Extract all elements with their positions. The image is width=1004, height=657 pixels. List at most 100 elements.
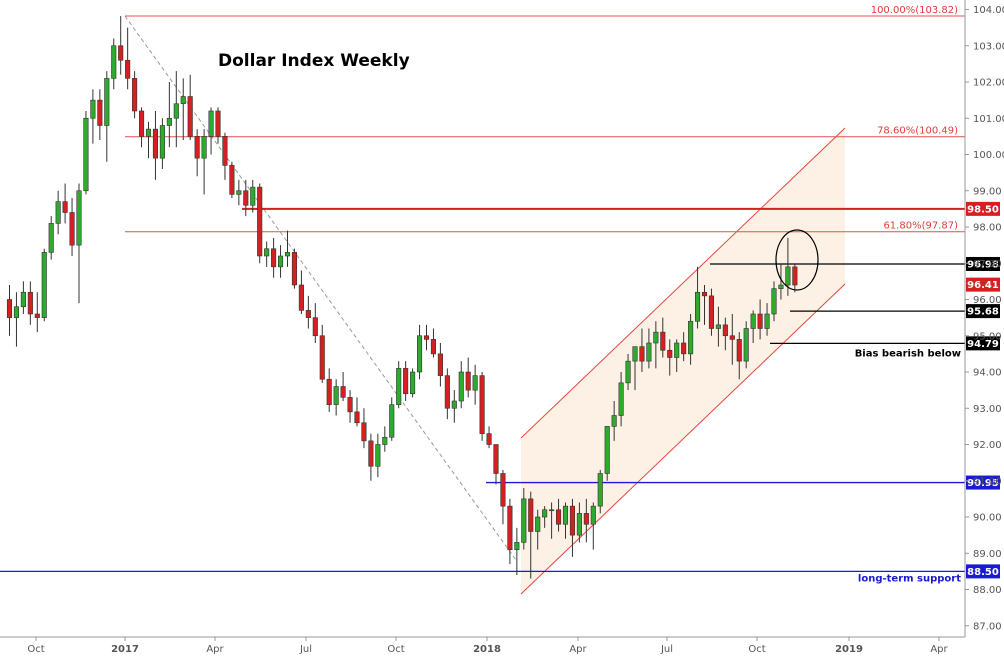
- candle-body: [27, 291, 33, 315]
- candle-body: [159, 125, 165, 159]
- candle-body: [743, 328, 749, 362]
- x-tick-label: Apr: [569, 644, 587, 655]
- x-tick-label: Jul: [660, 644, 673, 655]
- candle: [576, 502, 582, 543]
- candle: [396, 361, 402, 409]
- candle-body: [333, 386, 339, 405]
- candle-body: [653, 331, 659, 344]
- y-tick-label: 102.00: [973, 78, 1004, 89]
- candle-body: [13, 306, 19, 318]
- candle: [180, 78, 186, 140]
- candle: [604, 426, 610, 481]
- candle: [6, 285, 13, 336]
- price-tag-text: 90.95: [967, 478, 999, 489]
- candle-body: [48, 223, 54, 253]
- candle-body: [639, 346, 645, 362]
- candle-body: [632, 346, 638, 362]
- candle: [694, 266, 701, 329]
- candle-body: [771, 288, 777, 315]
- candle: [13, 292, 19, 347]
- candle-body: [576, 513, 582, 536]
- candle: [743, 321, 749, 369]
- candle: [34, 292, 40, 333]
- candle: [277, 245, 284, 278]
- candle: [771, 281, 777, 322]
- candle: [416, 324, 423, 380]
- candle-body: [173, 103, 179, 119]
- candle: [715, 306, 721, 347]
- candle: [76, 183, 82, 304]
- candle: [542, 506, 548, 528]
- candle: [681, 332, 687, 362]
- candle-body: [597, 473, 603, 507]
- candle-body: [41, 252, 47, 318]
- price-tag-box: [966, 277, 1000, 292]
- candle: [562, 502, 569, 539]
- candle-body: [118, 45, 124, 61]
- candle: [222, 132, 228, 180]
- price-tag-text: 96.41: [967, 280, 999, 291]
- candle: [493, 444, 499, 485]
- candle-body: [708, 295, 715, 329]
- candle: [437, 343, 443, 387]
- candle-body: [222, 136, 228, 166]
- candle: [514, 527, 520, 575]
- candle: [118, 16, 124, 75]
- candle-body: [674, 342, 680, 358]
- candle: [229, 161, 235, 198]
- candle: [653, 321, 659, 369]
- candle-body: [271, 248, 277, 268]
- candle-body: [298, 284, 304, 311]
- candle-body: [750, 313, 756, 329]
- y-tick-label: 99.00: [973, 186, 1002, 197]
- candle-body: [465, 371, 471, 391]
- candle-body: [792, 266, 798, 286]
- candle-body: [535, 516, 541, 532]
- candle: [764, 303, 770, 336]
- candle: [639, 328, 645, 372]
- candle-body: [264, 248, 270, 257]
- candle: [347, 390, 353, 423]
- candle-body: [451, 400, 457, 409]
- candle: [465, 357, 471, 398]
- price-tag-text: 94.79: [967, 339, 999, 350]
- candle-body: [729, 335, 735, 340]
- y-tick-label: 90.00: [973, 513, 1002, 524]
- candle-body: [458, 371, 464, 402]
- candle: [430, 328, 437, 358]
- candle-body: [569, 505, 576, 536]
- y-tick-label: 101.00: [973, 114, 1004, 125]
- x-tick-label: 2018: [473, 644, 501, 655]
- y-tick-label: 92.00: [973, 440, 1002, 451]
- candle: [597, 469, 603, 514]
- candle-body: [62, 201, 68, 213]
- chart-title: Dollar Index Weekly: [218, 51, 410, 71]
- price-tag-text: 98.50: [967, 204, 999, 215]
- candle: [250, 179, 256, 213]
- y-tick-label: 93.00: [973, 404, 1002, 415]
- price-tag-text: 96.98: [967, 259, 999, 270]
- candle-body: [736, 339, 742, 362]
- y-tick-label: 103.00: [973, 41, 1004, 52]
- candle-body: [368, 440, 374, 467]
- level-note: Bias bearish below: [855, 348, 961, 359]
- candle: [111, 38, 117, 90]
- y-tick-label: 98.00: [973, 223, 1002, 234]
- candle: [389, 397, 395, 441]
- candle: [500, 469, 506, 525]
- candle: [83, 111, 89, 195]
- candle-body: [139, 110, 145, 137]
- x-tick-label: Apr: [206, 644, 224, 655]
- candle-body: [201, 136, 207, 159]
- candle: [187, 74, 193, 140]
- candle: [535, 509, 541, 550]
- candle-body: [166, 117, 172, 126]
- candle-body: [34, 313, 40, 318]
- candle-body: [76, 190, 82, 246]
- candle: [194, 129, 200, 177]
- candle: [145, 121, 152, 159]
- candle-body: [667, 349, 673, 358]
- candle-body: [90, 99, 96, 119]
- candle: [521, 488, 527, 550]
